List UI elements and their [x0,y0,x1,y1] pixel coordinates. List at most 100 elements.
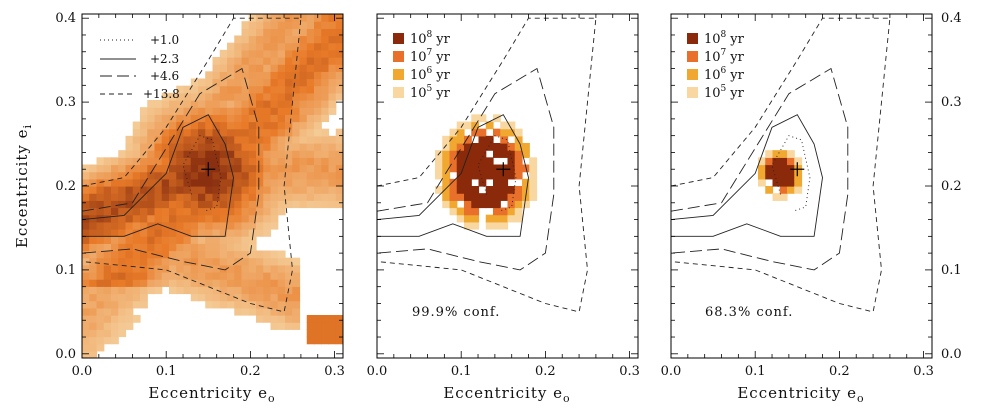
heatmap-cell [212,114,221,123]
heatmap-cell [248,264,257,273]
heatmap-cell [154,178,163,187]
age-cell [485,214,494,223]
heatmap-cell [154,157,163,166]
heatmap-cell [227,286,235,295]
heatmap-cell [241,293,250,302]
legend-label: +13.8 [143,87,180,101]
heatmap-cell [285,71,293,80]
heatmap-cell [241,28,250,37]
heatmap-cell [111,336,119,345]
heatmap-cell [335,64,343,72]
heatmap-cell [263,42,272,51]
age-cell [500,164,509,173]
age-cell [435,186,443,194]
heatmap-cell [277,35,286,44]
heatmap-cell [183,143,192,151]
heatmap-cell [154,128,163,137]
heatmap-cell [176,150,185,158]
heatmap-cell [277,257,286,266]
heatmap-cell [82,193,90,201]
heatmap-cell [241,35,250,44]
heatmap-cell [234,272,243,280]
legend-label: 107 yr [410,48,451,65]
heatmap-cell [241,100,250,108]
heatmap-cell [328,85,337,94]
heatmap-cell [306,57,315,65]
age-cell [765,157,774,166]
heatmap-cell [314,42,322,51]
age-cell [514,150,523,158]
heatmap-cell [335,143,343,151]
heatmap-cell [328,42,337,51]
age-cell [464,193,472,201]
heatmap-cell [154,207,163,216]
heatmap-cell [234,236,243,244]
contour-short-dash [82,17,302,313]
age-cell [449,207,458,216]
heatmap-cell [277,85,286,94]
heatmap-cell [321,21,330,29]
heatmap-cell [190,100,199,108]
heatmap-cell [111,257,119,266]
heatmap-cell [82,221,90,230]
heatmap-cell [169,193,177,201]
heatmap-cell [147,207,156,216]
heatmap-cell [140,257,148,266]
heatmap-cell [314,143,322,151]
heatmap-cell [147,250,156,259]
age-cell [485,143,494,151]
heatmap-cell [241,114,250,123]
heatmap-cell [82,243,90,252]
heatmap-cell [256,49,264,58]
heatmap-cell [140,114,148,123]
x-axis-label: Eccentricity eo [737,384,865,405]
xlabel-sub: o [268,392,276,405]
heatmap-cell [248,171,257,180]
age-cell [456,164,465,173]
heatmap-cell [118,250,127,259]
heatmap-cell [96,293,105,302]
heatmap-cell [285,21,293,29]
legend-label: 108 yr [410,30,451,47]
heatmap-cell [227,42,235,51]
heatmap-cell [169,286,177,295]
heatmap-cell [328,171,337,180]
heatmap-cell [219,200,228,209]
heatmap-cell [132,264,141,273]
heatmap-cell [89,264,98,273]
heatmap-cell [161,193,170,201]
heatmap-cell [234,35,243,44]
heatmap-cell [212,300,221,309]
age-cell [464,157,472,166]
age-cell [794,178,803,187]
best-fit-marker [496,162,511,177]
heatmap-cell [176,207,185,216]
heatmap-cell [321,329,330,338]
heatmap-cell [256,207,264,216]
heatmap-cell [132,214,141,223]
xlabel-sub: o [857,392,865,405]
heatmap-cell [205,272,214,280]
heatmap-cell [321,78,330,87]
age-cell [779,150,788,158]
age-cell [449,135,458,144]
legend-swatch [393,51,404,62]
confidence-annotation: 99.9% conf. [412,305,500,320]
heatmap-cell [205,264,214,273]
heatmap-cell [270,207,279,216]
heatmap-cell [125,214,134,223]
heatmap-cell [111,200,119,209]
heatmap-cell [292,57,301,65]
heatmap-cell [270,92,279,101]
heatmap-cell [82,350,90,358]
heatmap-cell [227,157,235,166]
heatmap-cell [321,85,330,94]
heatmap-cell [227,135,235,144]
heatmap-cell [292,322,301,330]
heatmap-cell [212,64,221,72]
heatmap-cell [227,272,235,280]
heatmap-cell [292,35,301,44]
heatmap-cell [314,114,322,123]
heatmap-cell [328,71,337,80]
